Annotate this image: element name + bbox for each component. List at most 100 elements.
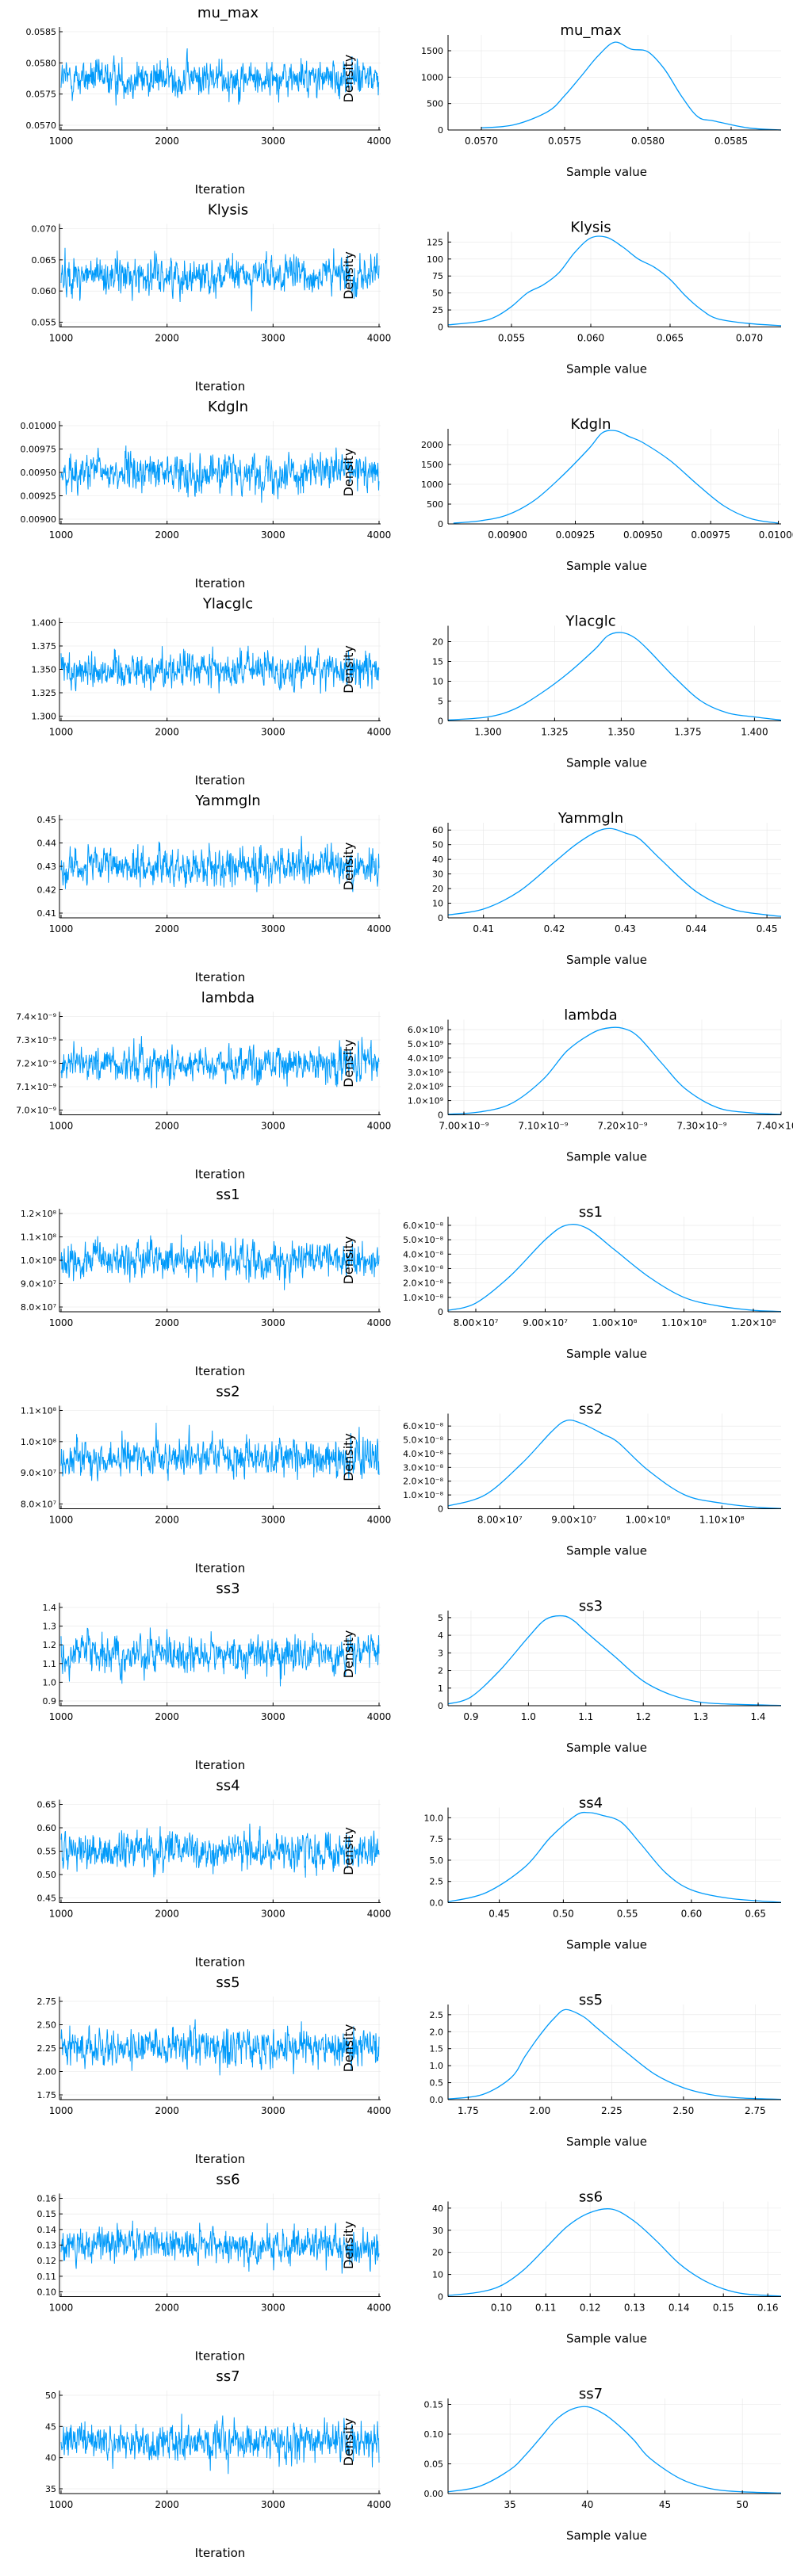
trace-y-tick-label: 0.16 [37,2194,57,2204]
trace-x-tick-label: 3000 [261,1711,285,1722]
density-x-tick-label: 50 [737,2499,749,2510]
density-title: ss4 [579,1795,603,1812]
trace-y-tick-label: 0.070 [32,224,57,235]
density-x-tick-label: 0.070 [736,333,763,344]
trace-x-tick-label: 2000 [155,1121,179,1132]
trace-series-line [60,2019,380,2076]
density-y-label: Density [341,2024,356,2073]
density-title: ss7 [579,2386,603,2402]
density-x-tick-label: 1.00×10⁸ [626,1515,671,1526]
trace-x-tick-label: 2000 [155,1515,179,1526]
density-series-line [481,41,782,131]
density-panel: Yammgln 0.41 0.42 0.43 0.44 0.45 0 10 20 30 40 50 60… [341,810,782,967]
trace-x-tick-label: 3000 [261,529,285,541]
trace-y-tick-label: 0.9 [43,1696,57,1707]
density-series-line [447,235,782,327]
density-series-line [447,2406,782,2494]
density-x-tick-label: 0.00925 [556,529,596,541]
density-x-tick-label: 0.16 [757,2303,779,2314]
trace-series-line [60,2414,380,2475]
trace-y-tick-label: 0.01000 [21,421,57,431]
trace-y-tick-label: 2.25 [37,2043,57,2054]
density-y-tick-label: 5.0 [430,1856,444,1866]
trace-panel: Ylacglc 1000 2000 3000 4000 1.400 1.375 1.350 1.… [32,596,392,788]
trace-y-tick-label: 8.0×10⁷ [21,1302,56,1313]
density-y-tick-label: 4.0×10⁻⁸ [403,1249,444,1259]
density-y-tick-label: 1500 [421,460,443,470]
trace-y-tick-label: 35 [45,2484,56,2494]
trace-panel: ss5 1000 2000 3000 4000 2.75 2.50 2.25 2.00 1.75 I… [37,1974,392,2166]
trace-y-tick-label: 1.1×10⁸ [21,1233,57,1243]
trace-x-label: Iteration [195,1364,246,1378]
trace-x-tick-label: 4000 [367,2303,392,2314]
density-x-tick-label: 0.11 [535,2303,557,2314]
density-series-line [447,827,782,917]
density-x-tick-label: 0.13 [624,2303,646,2314]
trace-y-tick-label: 2.75 [37,1997,57,2007]
trace-y-tick-label: 45 [45,2421,56,2432]
density-y-label: Density [341,2221,356,2269]
trace-y-tick-label: 0.50 [37,1870,57,1880]
density-x-tick-label: 2.00 [530,2105,551,2116]
trace-panel: Klysis 1000 2000 3000 4000 0.070 0.065 0.060 0.0… [32,202,392,394]
density-panel: ss3 0.9 1.0 1.1 1.2 1.3 1.4 0 1 2 3 4 5 Density Sample… [341,1598,782,1755]
trace-series-line [60,645,380,694]
density-x-tick-label: 0.44 [685,923,707,934]
trace-y-tick-label: 0.060 [32,286,57,296]
trace-y-tick-label: 1.0×10⁸ [21,1256,57,1266]
trace-x-tick-label: 4000 [367,136,392,147]
density-title: ss6 [579,2189,603,2206]
trace-x-tick-label: 2000 [155,529,179,541]
density-y-label: Density [341,1827,356,1875]
density-panel: ss4 0.45 0.50 0.55 0.60 0.65 0.0 2.5 5.0 7.5 10.0 D… [341,1795,782,1952]
density-y-tick-label: 0.00 [424,2489,444,2499]
trace-x-tick-label: 4000 [367,1711,392,1722]
trace-panel: ss2 1000 2000 3000 4000 1.1×10⁸ 1.0×10⁸ 9.0×10⁷… [21,1384,391,1576]
density-y-tick-label: 1.5 [430,2044,444,2054]
trace-title: Klysis [208,202,248,219]
density-y-tick-label: 0 [438,717,443,727]
density-y-tick-label: 1.0×10⁹ [408,1096,443,1106]
density-x-tick-label: 7.10×10⁻⁹ [518,1121,568,1132]
density-x-tick-label: 1.325 [541,727,568,738]
trace-x-tick-label: 3000 [261,727,285,738]
trace-x-label: Iteration [195,1561,246,1576]
density-panel: Ylacglc 1.300 1.325 1.350 1.375 1.400 0 5 10 15 20… [341,613,782,770]
trace-y-tick-label: 0.10 [37,2287,57,2298]
density-x-tick-label: 0.055 [498,333,525,344]
density-y-label: Density [341,2418,356,2467]
density-x-tick-label: 0.55 [617,1909,638,1920]
density-y-tick-label: 0 [438,323,443,333]
density-x-tick-label: 40 [581,2499,593,2510]
density-y-tick-label: 2 [438,1666,443,1676]
trace-panel: lambda 1000 2000 3000 4000 7.4×10⁻⁹ 7.3×10⁻⁹ 7.… [16,990,391,1182]
trace-x-tick-label: 2000 [155,923,179,934]
trace-y-tick-label: 2.00 [37,2067,57,2077]
trace-y-tick-label: 1.1 [43,1659,57,1669]
trace-x-tick-label: 1000 [49,1909,74,1920]
trace-x-label: Iteration [195,1955,246,1970]
density-x-tick-label: 0.0585 [714,136,748,147]
density-x-tick-label: 1.00×10⁸ [592,1317,638,1328]
density-title: Klysis [570,220,611,236]
density-y-tick-label: 5 [438,1613,443,1623]
density-y-tick-label: 0 [438,1307,443,1317]
density-y-tick-label: 50 [432,840,443,850]
trace-y-tick-label: 50 [45,2391,56,2401]
density-y-tick-label: 0 [438,125,443,136]
trace-x-tick-label: 2000 [155,1909,179,1920]
density-y-tick-label: 2.5 [430,2010,444,2020]
density-x-tick-label: 1.4 [750,1711,765,1722]
density-x-tick-label: 0.065 [657,333,684,344]
density-x-tick-label: 0.10 [491,2303,512,2314]
trace-x-tick-label: 2000 [155,333,179,344]
trace-y-tick-label: 0.00900 [21,514,57,525]
density-y-tick-label: 6.0×10⁻⁸ [403,1421,444,1431]
trace-x-tick-label: 4000 [367,923,392,934]
density-y-label: Density [341,251,356,300]
density-y-tick-label: 4 [438,1630,443,1641]
trace-x-label: Iteration [195,380,246,394]
density-x-tick-label: 9.00×10⁷ [551,1515,596,1526]
density-x-tick-label: 1.3 [693,1711,708,1722]
trace-x-tick-label: 1000 [49,2499,74,2510]
